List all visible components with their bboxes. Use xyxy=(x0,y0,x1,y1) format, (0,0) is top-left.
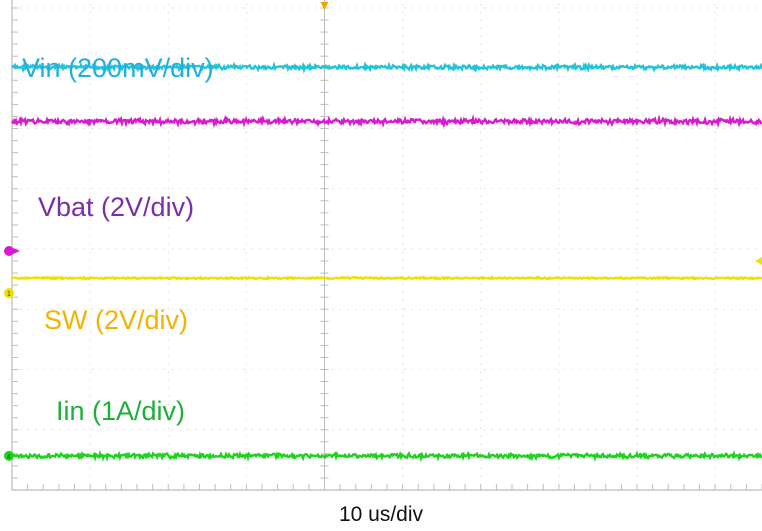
trigger-position-marker xyxy=(320,2,329,10)
plot-border xyxy=(11,0,762,491)
ground-marker-ch1: 1 xyxy=(4,288,14,299)
trace-vin xyxy=(11,60,762,74)
timebase-label: 10 us/div xyxy=(338,503,424,526)
marker-group: 14 xyxy=(4,246,20,461)
offset-marker-dot xyxy=(4,246,14,256)
offset-marker-arrow xyxy=(13,248,20,254)
ground-marker-dot xyxy=(4,450,14,461)
offset-marker-ch2 xyxy=(4,246,20,256)
trigger-level-marker xyxy=(755,257,762,265)
trace-label-vbat: Vbat (2V/div) xyxy=(38,192,195,222)
trace-label-sw: SW (2V/div) xyxy=(44,305,189,335)
ground-marker-ch4: 4 xyxy=(4,450,14,461)
trace-sw xyxy=(11,275,762,281)
trace-group xyxy=(10,60,762,463)
ground-marker-label: 4 xyxy=(7,454,11,461)
ground-marker-label: 1 xyxy=(7,291,11,298)
trace-vbat xyxy=(11,114,762,129)
trace-label-vin: Vin (200mV/div) xyxy=(22,53,214,83)
trace-label-iin: Iin (1A/div) xyxy=(56,396,186,426)
ground-marker-dot xyxy=(4,288,14,299)
plot-grid xyxy=(11,0,762,491)
trace-iin xyxy=(10,449,762,463)
